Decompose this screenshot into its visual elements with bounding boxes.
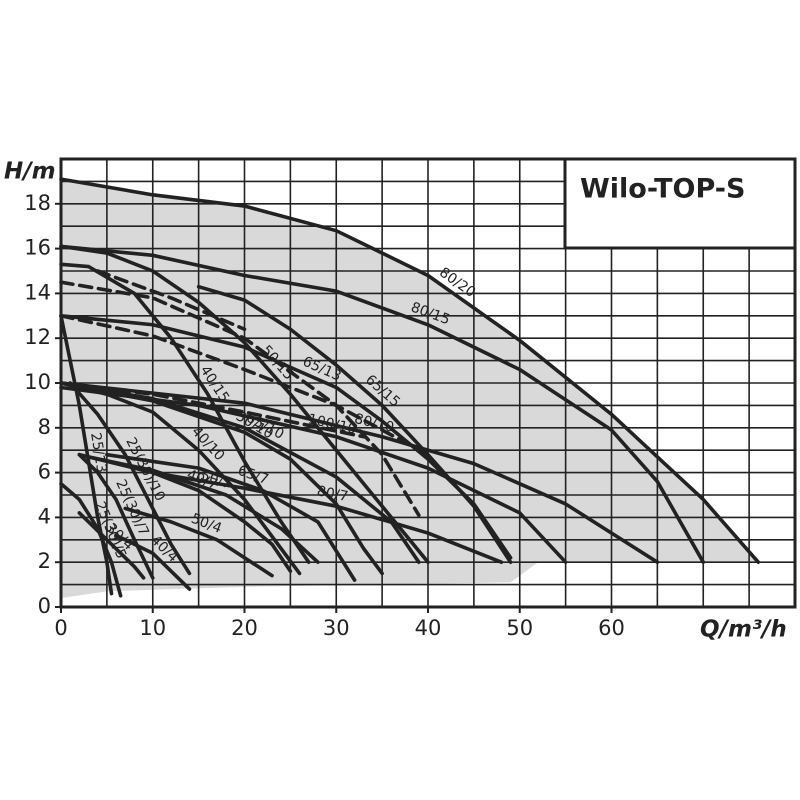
x-tick-label: 0 [54, 616, 67, 640]
pump-curve [150, 470, 504, 564]
envelope-area [61, 179, 759, 599]
pump-curve [86, 455, 320, 564]
x-tick-label: 20 [231, 616, 258, 640]
dashed-curve [59, 280, 421, 517]
plot-area: 0 10 20 30 40 50 6002468101214161880/2080/1550… [24, 157, 797, 640]
dashed-curve [95, 269, 247, 332]
y-tick-label: 12 [24, 325, 51, 349]
y-tick-label: 10 [24, 370, 51, 394]
pump-curve [59, 381, 421, 564]
pump-curve [77, 511, 146, 580]
y-tick-label: 6 [38, 460, 51, 484]
pump-curve [59, 314, 513, 560]
pump-curve [114, 533, 192, 591]
dashed-curve [59, 381, 366, 439]
y-tick-label: 4 [38, 504, 51, 528]
y-tick-label: 8 [38, 415, 51, 439]
x-tick-label: 50 [506, 616, 533, 640]
y-tick-label: 2 [38, 549, 51, 573]
y-axis-label: H/m [4, 159, 56, 185]
y-tick-label: 14 [24, 280, 51, 304]
x-tick-label: 60 [598, 616, 625, 640]
x-tick-label: 30 [323, 616, 350, 640]
pump-curve [59, 177, 761, 564]
x-tick-label: 40 [415, 616, 442, 640]
y-tick-label: 18 [24, 191, 51, 215]
chart-title: Wilo-TOP-S [580, 174, 745, 205]
curve-label: 80/7 [316, 483, 350, 505]
pump-curve [59, 381, 660, 564]
pump-curve [59, 244, 430, 564]
y-tick-label: 0 [38, 594, 51, 618]
y-tick-label: 16 [24, 236, 51, 260]
pump-curve [68, 381, 192, 576]
curve-label: 25/13 [87, 431, 109, 473]
x-tick-label: 10 [139, 616, 166, 640]
pump-curve [59, 381, 302, 576]
pump-curve [59, 244, 706, 564]
pump-curve [77, 452, 155, 580]
pump-curve [123, 506, 274, 578]
dashed-curve [59, 314, 430, 457]
x-axis-label: Q/m³/h [700, 617, 787, 643]
pump-curve [59, 381, 384, 576]
title-box [563, 157, 797, 250]
